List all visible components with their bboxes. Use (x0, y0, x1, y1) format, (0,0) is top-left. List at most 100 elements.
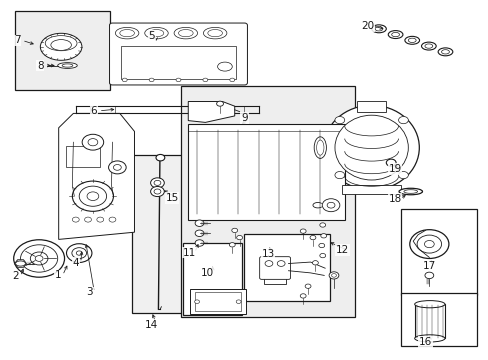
Ellipse shape (387, 31, 402, 39)
Bar (400, 209, 476, 295)
Text: 14: 14 (144, 320, 158, 330)
Text: 18: 18 (387, 194, 401, 204)
Text: 11: 11 (183, 248, 196, 258)
Circle shape (328, 272, 338, 279)
Ellipse shape (149, 30, 163, 37)
Circle shape (326, 202, 334, 208)
Ellipse shape (398, 188, 422, 195)
Text: 4: 4 (72, 258, 79, 268)
Circle shape (216, 101, 223, 106)
Polygon shape (15, 260, 26, 267)
Circle shape (386, 159, 395, 166)
Bar (181, 86, 354, 317)
Text: 19: 19 (387, 164, 401, 174)
Circle shape (319, 253, 325, 258)
Circle shape (14, 240, 64, 277)
Circle shape (149, 78, 154, 82)
Text: 6: 6 (90, 106, 97, 116)
Ellipse shape (62, 64, 73, 67)
Circle shape (195, 240, 203, 246)
Circle shape (195, 230, 203, 237)
Ellipse shape (51, 40, 71, 50)
Circle shape (203, 78, 207, 82)
Circle shape (416, 235, 441, 253)
Circle shape (109, 217, 116, 222)
Ellipse shape (58, 63, 77, 68)
Circle shape (150, 186, 164, 197)
Circle shape (277, 261, 285, 266)
Ellipse shape (374, 27, 382, 31)
Text: 2: 2 (12, 271, 19, 282)
Ellipse shape (437, 48, 452, 56)
FancyBboxPatch shape (109, 23, 247, 85)
Ellipse shape (144, 27, 168, 39)
Circle shape (231, 228, 237, 233)
Text: 8: 8 (37, 60, 43, 71)
Circle shape (319, 223, 325, 227)
Circle shape (424, 272, 433, 279)
Ellipse shape (323, 105, 419, 190)
Circle shape (398, 171, 407, 179)
Circle shape (331, 274, 336, 277)
Text: 20: 20 (361, 21, 373, 31)
Circle shape (236, 235, 242, 240)
Ellipse shape (174, 27, 197, 39)
Circle shape (79, 186, 106, 206)
Ellipse shape (178, 30, 193, 37)
Ellipse shape (203, 27, 226, 39)
Text: 1: 1 (54, 270, 61, 280)
Circle shape (35, 256, 43, 261)
Text: 16: 16 (418, 337, 431, 347)
Circle shape (72, 248, 86, 258)
Circle shape (300, 229, 305, 233)
Text: 7: 7 (14, 35, 20, 45)
Ellipse shape (407, 38, 415, 42)
Circle shape (154, 180, 161, 185)
Circle shape (409, 230, 448, 258)
Circle shape (322, 199, 339, 212)
Circle shape (300, 294, 305, 298)
Circle shape (334, 171, 344, 179)
Ellipse shape (207, 30, 222, 37)
Ellipse shape (115, 27, 139, 39)
Bar (264, 277, 285, 284)
Circle shape (320, 234, 326, 238)
Ellipse shape (120, 30, 134, 37)
Ellipse shape (414, 301, 444, 308)
Ellipse shape (45, 36, 77, 51)
Ellipse shape (441, 50, 448, 54)
Ellipse shape (334, 115, 407, 180)
Circle shape (87, 192, 99, 201)
Circle shape (84, 217, 91, 222)
Circle shape (30, 252, 48, 265)
Circle shape (97, 217, 103, 222)
Circle shape (82, 134, 103, 150)
Ellipse shape (313, 137, 326, 158)
Ellipse shape (316, 140, 323, 155)
Circle shape (264, 261, 272, 266)
FancyBboxPatch shape (259, 257, 290, 279)
Text: 12: 12 (335, 245, 348, 255)
Circle shape (236, 300, 241, 303)
Bar (342, 185, 400, 194)
Text: 17: 17 (422, 261, 435, 271)
Polygon shape (59, 113, 134, 239)
Ellipse shape (217, 62, 232, 71)
Circle shape (113, 165, 121, 170)
Bar (188, 124, 344, 220)
Circle shape (66, 244, 92, 262)
Bar (244, 234, 329, 301)
Ellipse shape (40, 33, 82, 60)
Circle shape (229, 78, 234, 82)
Bar (183, 243, 242, 315)
Circle shape (150, 178, 164, 188)
Circle shape (194, 300, 199, 303)
Ellipse shape (424, 44, 432, 48)
Text: 10: 10 (201, 268, 214, 278)
Ellipse shape (16, 261, 25, 266)
Polygon shape (188, 102, 234, 122)
Circle shape (156, 154, 164, 161)
Ellipse shape (421, 42, 435, 50)
Circle shape (154, 189, 161, 194)
Ellipse shape (371, 25, 386, 33)
